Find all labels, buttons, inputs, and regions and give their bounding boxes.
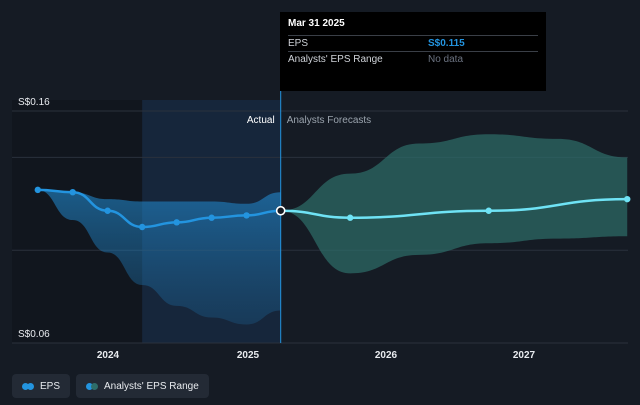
tooltip-eps-value: S$0.115 — [428, 38, 465, 49]
data-point-actual — [243, 212, 250, 219]
y-axis-bottom-label: S$0.06 — [18, 329, 50, 340]
range-legend-icon — [86, 382, 99, 390]
x-tick-label: 2024 — [97, 350, 120, 361]
actual-eps-range-area — [37, 189, 281, 325]
data-point-forecast — [624, 195, 631, 203]
series-line-actual — [37, 188, 281, 229]
tooltip-range-label: Analysts' EPS Range — [288, 54, 383, 65]
data-point-forecast — [485, 207, 492, 214]
data-point-actual — [173, 219, 180, 226]
tooltip-row-range: Analysts' EPS Range No data — [288, 51, 538, 67]
legend-eps-label: EPS — [40, 380, 61, 392]
tooltip-range-value: No data — [428, 54, 464, 65]
data-point-actual — [69, 189, 76, 196]
chart-legend: EPS Analysts' EPS Range — [12, 374, 209, 398]
tooltip-date: Mar 31 2025 — [288, 18, 345, 29]
legend-range-label: Analysts' EPS Range — [104, 380, 199, 392]
data-point-forecast — [275, 206, 286, 216]
tooltip-eps-label: EPS — [288, 38, 309, 49]
x-tick-label: 2027 — [513, 350, 536, 361]
data-point-actual — [34, 186, 41, 194]
data-point-forecast — [346, 214, 354, 221]
tooltip-row-eps: EPS S$0.115 — [288, 35, 538, 51]
eps-legend-icon — [22, 382, 34, 390]
data-point-actual — [104, 207, 111, 214]
hover-tooltip: Mar 31 2025 EPS S$0.115 Analysts' EPS Ra… — [280, 12, 546, 91]
data-point-actual — [208, 214, 215, 221]
series-line-forecast — [280, 197, 628, 219]
actual-label: Actual — [247, 115, 275, 126]
y-axis-top-label: S$0.16 — [18, 97, 50, 108]
x-tick-label: 2025 — [237, 350, 260, 361]
legend-item-eps[interactable]: EPS — [12, 374, 71, 398]
forecast-label: Analysts Forecasts — [287, 115, 371, 126]
forecast-eps-range-area — [280, 134, 628, 274]
data-point-actual — [138, 223, 146, 231]
legend-item-range[interactable]: Analysts' EPS Range — [76, 374, 209, 398]
x-tick-label: 2026 — [375, 350, 398, 361]
